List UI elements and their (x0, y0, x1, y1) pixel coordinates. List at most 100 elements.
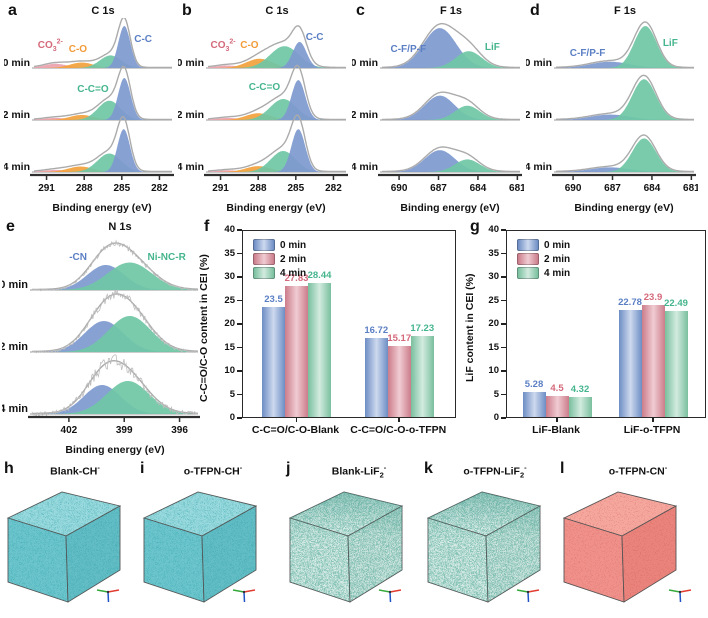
bar-4min-0 (568, 396, 592, 417)
gizmo-z-axis (389, 591, 392, 603)
y-tick (237, 417, 242, 419)
panel-letter-f: f (204, 218, 210, 235)
y-tick-label: 25 (488, 294, 499, 306)
xps-raw-trace (31, 239, 199, 292)
peak-annotation: C-C=O (77, 84, 109, 95)
y-tick-label: 0 (493, 412, 499, 423)
legend-label: 0 min (280, 239, 307, 251)
bar-value-label: 5.28 (524, 379, 544, 391)
x-tick-label: 684 (644, 183, 661, 194)
xps-peak-C-O (208, 166, 346, 172)
legend-swatch (517, 239, 539, 251)
bar-value-label: 23.9 (643, 291, 663, 303)
bar-value-label: 28.44 (307, 270, 332, 282)
cube-i-label: o-TFPN-CH- (150, 463, 276, 478)
cube-label-segment: - (524, 463, 527, 472)
xps-raw-trace (31, 354, 199, 417)
y-tick-label: 20 (224, 318, 235, 329)
legend: 0 min 2 min 4 min (253, 238, 306, 280)
axis-gizmo (378, 589, 402, 603)
xps-envelope (207, 64, 346, 121)
xps-spectrum-b: 0 min 2 min 4 min 291 288 285 282 CO32- C-O C-C C-… (178, 25, 348, 194)
panel-letter-a: a (8, 2, 17, 19)
bar-4min-1 (410, 336, 434, 417)
bar-4min-1 (664, 311, 688, 417)
legend-label: 2 min (544, 253, 571, 265)
y-tick-label: 20 (488, 318, 499, 329)
x-tick-label: 684 (470, 183, 487, 194)
panel-c-xlabel: Binding energy (eV) (400, 202, 500, 214)
bar-chart-f-categories: C-C=O/C-O-Blank C-C=O/C-O-o-TFPN (242, 424, 456, 440)
bar-value-label: 4.5 (550, 382, 564, 394)
xps-peak-LiF (556, 79, 694, 120)
row-label: 0 min (352, 57, 378, 69)
legend-swatch (517, 253, 539, 265)
xps-peak-C-O (34, 62, 172, 68)
x-tick-label: 396 (171, 425, 188, 436)
legend-label: 4 min (544, 267, 571, 279)
panel-e-xlabel: Binding energy (eV) (65, 444, 165, 456)
x-tick-label: 681 (509, 183, 524, 194)
cube-label-segment: - (239, 463, 243, 472)
row-label: 2 min (526, 109, 552, 121)
legend-label: 2 min (280, 253, 307, 265)
category-label: LiF-Blank (532, 424, 580, 436)
cube-h-label: Blank-CH- (14, 463, 136, 478)
bar-2min-0 (545, 395, 569, 417)
panel-b-title: C 1s (265, 5, 289, 17)
panel-g: g LiF content in CEI (%) 5.28 4.5 4.32 22.7… (462, 216, 708, 460)
xps-raw-trace (31, 288, 199, 354)
xps-envelope (33, 18, 172, 69)
row-label: 4 min (4, 161, 30, 173)
panel-letter-c: c (356, 2, 365, 19)
legend-swatch (517, 267, 539, 279)
y-tick (501, 276, 506, 278)
panel-letter-k: k (424, 460, 433, 477)
xps-peak-C-F/P-F (382, 150, 520, 172)
row-label: 4 min (2, 403, 28, 415)
legend-label: 0 min (544, 239, 571, 251)
x-tick-label: 399 (116, 425, 133, 436)
row-label: 4 min (526, 161, 552, 173)
cube-j-label: Blank-LiF2- (296, 463, 422, 480)
cube-cloud-front (290, 518, 350, 602)
cube-cloud-right (486, 506, 540, 602)
cube-label-segment: - (383, 463, 387, 472)
bar-value-label: 15.17 (387, 332, 412, 344)
xps-peak-LiF (382, 51, 520, 68)
bar-2min-1 (641, 304, 665, 417)
y-tick (237, 276, 242, 278)
peak-annotation: C-O (69, 44, 88, 55)
gizmo-origin (526, 590, 530, 594)
legend-item: 0 min (517, 238, 570, 252)
panel-letter-h: h (4, 460, 14, 477)
xps-envelope (32, 293, 199, 353)
y-tick (237, 252, 242, 255)
y-tick (501, 393, 506, 396)
panel-i: i o-TFPN-CH- (136, 460, 278, 618)
bar-0min-0 (522, 392, 546, 417)
category-tick (556, 417, 558, 422)
y-tick-label: 10 (488, 365, 499, 376)
category-label: C-C=O/C-O-o-TFPN (350, 424, 447, 436)
cube-label-segment: Blank-CH (50, 465, 98, 478)
x-tick-label: 690 (565, 183, 582, 194)
row-label: 2 min (2, 341, 28, 353)
panel-letter-d: d (530, 2, 540, 19)
legend-item: 4 min (253, 266, 306, 280)
panel-letter-b: b (182, 2, 192, 19)
peak-annotation: C-F/P-F (391, 44, 427, 55)
cube-cloud-top (290, 492, 402, 536)
panel-j: j Blank-LiF2- (282, 460, 424, 618)
bar-value-label: 4.32 (570, 383, 590, 395)
legend-item: 0 min (253, 238, 306, 252)
y-tick (501, 299, 506, 302)
legend-label: 4 min (280, 267, 307, 279)
category-label: LiF-o-TFPN (623, 424, 681, 436)
gizmo-y-axis (516, 589, 529, 593)
plot-frame: 23.5 27.83 28.44 16.72 15.17 17.23 0 min 2 min 4… (242, 230, 456, 422)
x-tick-label: 681 (683, 183, 698, 194)
gizmo-z-axis (527, 591, 530, 603)
cube-label-segment: o-TFPN-CN (608, 465, 665, 478)
y-tick-label: 40 (224, 224, 235, 235)
